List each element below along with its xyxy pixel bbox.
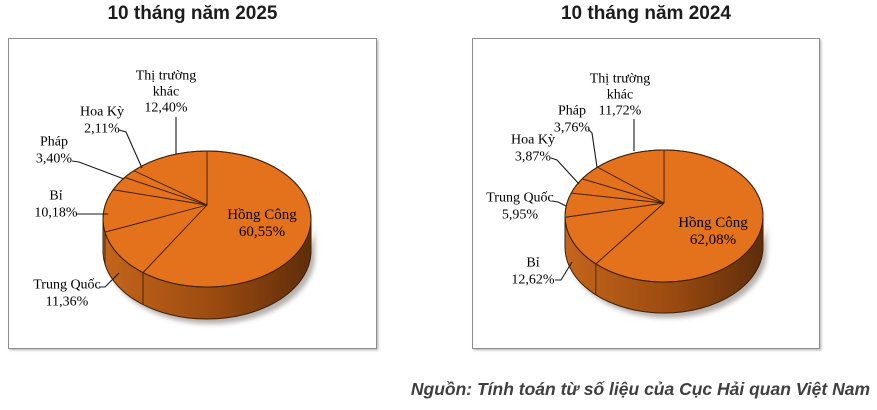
pie-outside-label: 11,72%	[599, 104, 642, 119]
leader-line	[587, 128, 598, 168]
pie-outside-label: 11,36%	[46, 295, 89, 310]
leader-line	[118, 129, 143, 169]
leader-line	[550, 157, 580, 185]
pie-inside-label-name: Hồng Công	[678, 215, 748, 231]
source-note: Nguồn: Tính toán từ số liệu của Cục Hải …	[410, 379, 870, 399]
pie-inside-label-value: 60,55%	[239, 224, 285, 240]
pie-outside-label: Pháp	[40, 135, 68, 150]
pie-outside-label: Pháp	[558, 104, 586, 119]
chart-title-2025: 10 tháng năm 2025	[107, 3, 278, 24]
pie-outside-label: 3,76%	[554, 121, 591, 136]
plot-frame-2024: Hồng Công 62,08% Bỉ 12,62% Trung Quốc 5,95% Ho…	[472, 38, 820, 349]
pie-rim	[102, 150, 312, 288]
pie-outside-label: 3,40%	[36, 152, 73, 167]
pie-outside-label: 12,40%	[144, 101, 188, 116]
pie-inside-label-name: Hồng Công	[227, 207, 297, 223]
plot-frame-2025: Hồng Công 60,55% Trung Quốc 11,36% Bỉ 10,18% P…	[8, 38, 377, 349]
pie-outside-label: khác	[153, 85, 179, 100]
pie-outside-label: 2,11%	[84, 122, 120, 137]
pie-inside-label-value: 62,08%	[690, 232, 736, 248]
pie-outside-label: Thị trường	[590, 72, 650, 87]
pie-outside-label: 10,18%	[34, 206, 78, 221]
pie-rim	[564, 149, 764, 283]
pie-outside-label: 5,95%	[502, 208, 539, 223]
leader-line	[551, 200, 567, 207]
pie-outside-label: Bỉ	[49, 189, 62, 204]
pie-outside-label: khác	[607, 88, 633, 103]
leader-line	[71, 160, 125, 180]
leader-line	[555, 261, 573, 281]
pie-outside-label: Hoa Kỳ	[511, 133, 555, 148]
chart-title-2024: 10 tháng năm 2024	[560, 3, 732, 24]
pie-outside-label: 3,87%	[515, 150, 552, 165]
pie-outside-label: Thị trường	[136, 69, 196, 84]
pie-outside-label: Trung Quốc	[486, 191, 554, 206]
pie-outside-label: Bỉ	[526, 256, 539, 271]
pie-outside-label: 12,62%	[511, 273, 555, 288]
pie-outside-label: Hoa Kỳ	[80, 105, 124, 120]
pie-outside-label: Trung Quốc	[33, 278, 101, 293]
leader-line	[99, 272, 120, 288]
